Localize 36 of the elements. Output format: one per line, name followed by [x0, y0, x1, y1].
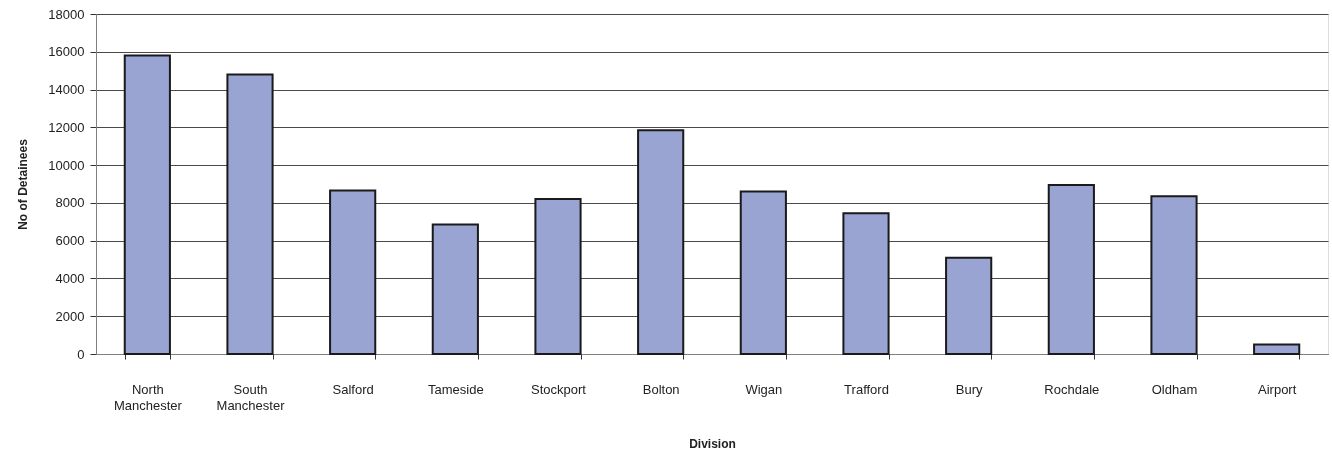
x-tick-label: Stockport — [531, 381, 587, 397]
x-tick-label: Trafford — [844, 381, 889, 397]
bar — [123, 54, 171, 355]
y-tick-label: 18000 — [48, 6, 85, 22]
bar — [637, 129, 685, 355]
bar — [945, 256, 993, 355]
x-tick-label: South Manchester — [216, 381, 286, 413]
bar — [226, 73, 274, 355]
x-tick-label: Airport — [1258, 381, 1297, 397]
x-tick-label: Bolton — [642, 381, 680, 397]
bar — [842, 212, 890, 355]
y-axis-title: No of Detainees — [16, 138, 31, 230]
x-tick-label: Tameside — [428, 381, 484, 397]
x-tick-label: North Manchester — [113, 381, 183, 413]
bar — [1150, 195, 1198, 355]
x-axis-title: Division — [689, 436, 736, 451]
y-tick-label: 14000 — [48, 82, 85, 98]
bar — [739, 190, 787, 355]
y-tick-label: 6000 — [55, 233, 85, 249]
bar — [1253, 343, 1301, 355]
y-tick-label: 12000 — [48, 119, 85, 135]
y-tick-label: 4000 — [55, 270, 85, 286]
x-tick-label: Bury — [955, 381, 984, 397]
x-tick-label: Wigan — [745, 381, 783, 397]
y-tick-label: 8000 — [55, 195, 85, 211]
x-tick-label: Rochdale — [1044, 381, 1100, 397]
bar — [329, 189, 377, 355]
bar — [1047, 183, 1095, 355]
y-tick-label: 10000 — [48, 157, 85, 173]
y-tick-label: 0 — [77, 346, 85, 362]
y-tick-label: 16000 — [48, 44, 85, 60]
x-tick-label: Salford — [332, 381, 374, 397]
y-tick-label: 2000 — [55, 308, 85, 324]
x-tick-label: Oldham — [1151, 381, 1198, 397]
bar — [534, 198, 582, 355]
bar — [431, 223, 479, 355]
